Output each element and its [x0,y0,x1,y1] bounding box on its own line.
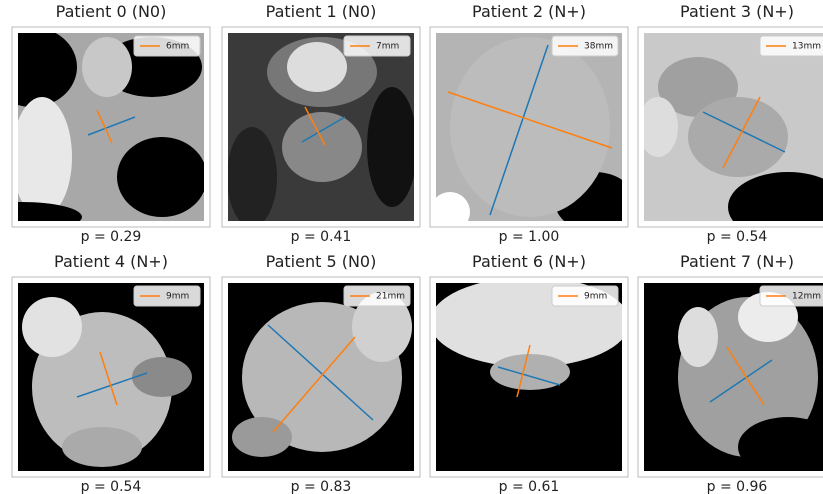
ct-image [644,283,823,477]
panel: Patient 6 (N+) 9mm p = 0.61 [430,252,630,494]
p-value-label: p = 0.29 [81,229,142,245]
legend: 38mm [552,36,618,56]
tissue [282,112,362,182]
legend-label: 6mm [166,42,189,52]
ct-image [0,27,207,232]
legend: 9mm [552,286,618,306]
tissue [62,427,142,467]
tissue [287,42,347,92]
ct-image [430,33,635,232]
tissue [22,297,82,357]
legend-label: 7mm [376,42,399,52]
panel-title: Patient 2 (N+) [472,2,586,21]
panel: Patient 0 (N0) 6mm p = 0.29 [0,2,210,245]
tissue [688,97,788,177]
legend-label: 13mm [792,42,821,52]
ct-image [18,283,204,471]
panel-title: Patient 0 (N0) [56,2,167,21]
legend: 21mm [344,286,410,306]
legend-label: 9mm [166,292,189,302]
legend-label: 9mm [584,292,607,302]
p-value-label: p = 1.00 [499,229,560,245]
tissue [450,37,610,217]
ct-image [638,33,823,242]
panel-title: Patient 1 (N0) [266,2,377,21]
panel-title: Patient 6 (N+) [472,252,586,271]
tissue [232,417,292,457]
p-value-label: p = 0.83 [291,479,352,494]
p-value-label: p = 0.41 [291,229,352,245]
panel-title: Patient 3 (N+) [680,2,794,21]
panel-title: Patient 4 (N+) [54,252,168,271]
tissue [117,137,207,217]
p-value-label: p = 0.54 [81,479,142,494]
tissue [678,307,718,367]
legend-label: 12mm [792,292,821,302]
panel: Patient 2 (N+) 38mm p = 1.00 [430,2,635,245]
tissue [638,97,678,157]
tissue [132,357,192,397]
panel: Patient 1 (N0) 7mm p = 0.41 [222,2,420,245]
panel-title: Patient 7 (N+) [680,252,794,271]
ct-image [228,283,414,471]
legend: 13mm [760,36,823,56]
panel: Patient 4 (N+) 9mm p = 0.54 [12,252,210,494]
tissue [367,87,417,207]
panel: Patient 7 (N+) 12mm p = 0.96 [638,252,823,494]
legend: 9mm [134,286,200,306]
tissue [227,127,277,227]
tissue [12,97,72,217]
legend: 7mm [344,36,410,56]
p-value-label: p = 0.96 [707,479,768,494]
legend: 6mm [134,36,200,56]
tissue [82,37,132,97]
legend-label: 21mm [376,292,405,302]
ct-image [227,33,417,227]
p-value-label: p = 0.54 [707,229,768,245]
figure: Patient 0 (N0) 6mm p = 0.29 Patient 1 (N0) 7… [0,0,823,494]
panel-title: Patient 5 (N0) [266,252,377,271]
legend: 12mm [760,286,823,306]
p-value-label: p = 0.61 [499,479,560,494]
legend-label: 38mm [584,42,613,52]
panel: Patient 3 (N+) 13mm p = 0.54 [638,2,823,245]
panel: Patient 5 (N0) 21mm p = 0.83 [222,252,420,494]
